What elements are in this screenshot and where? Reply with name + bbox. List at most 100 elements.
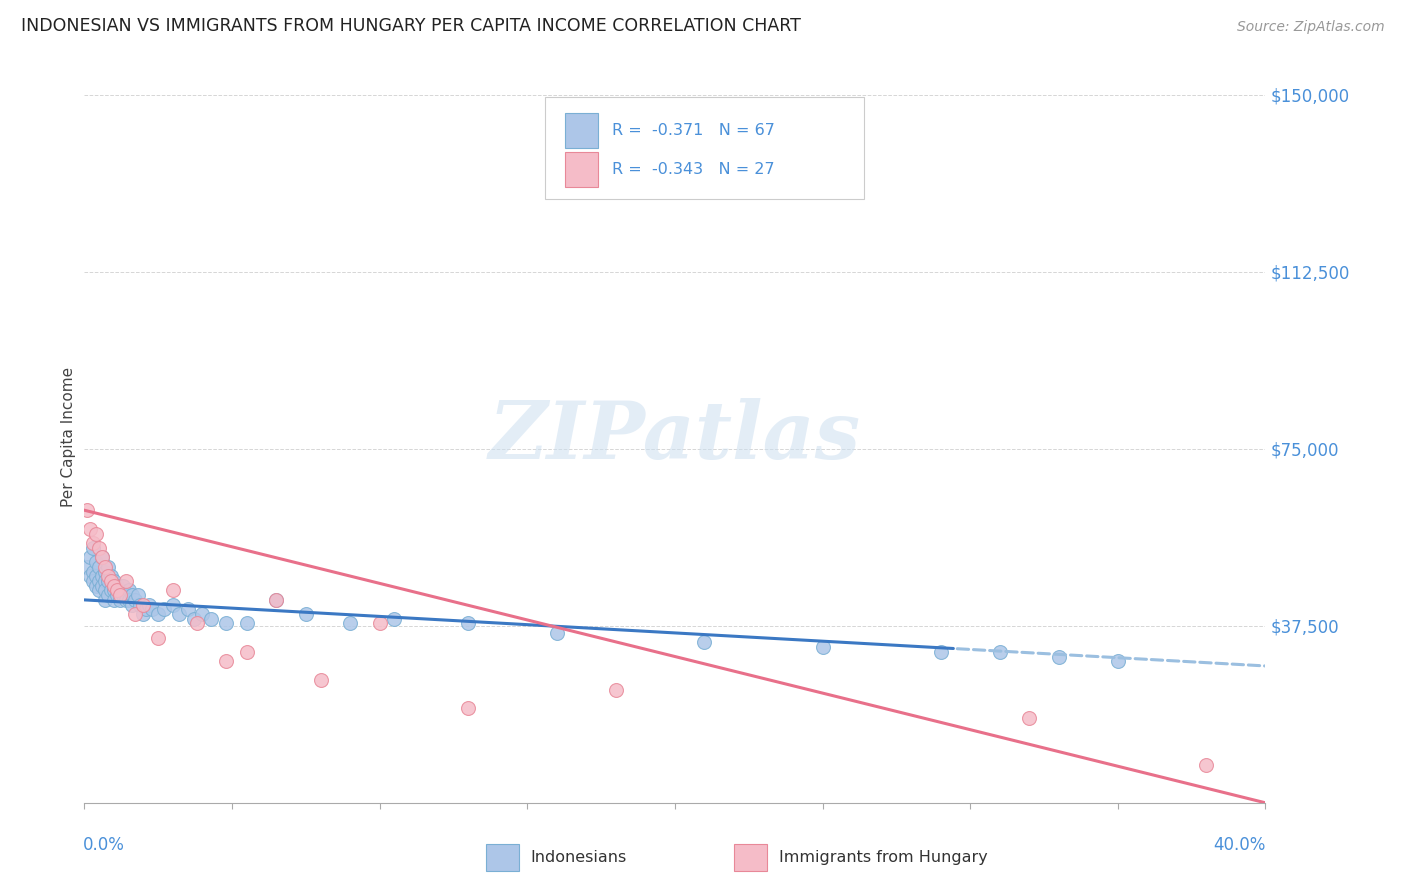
Point [121, 598, 143, 612]
Text: Source: ZipAtlas.com: Source: ZipAtlas.com [1237, 21, 1385, 34]
Point [148, 607, 170, 621]
Point [103, 579, 125, 593]
FancyBboxPatch shape [565, 113, 598, 148]
Point [97, 569, 120, 583]
Point [79, 550, 101, 565]
Point [1047, 649, 1070, 664]
Point [105, 579, 128, 593]
Point [132, 598, 155, 612]
Point [84, 555, 107, 569]
Point [103, 583, 125, 598]
Point [111, 588, 134, 602]
Point [141, 602, 163, 616]
Point [108, 588, 131, 602]
Point [91, 550, 114, 565]
Point [183, 612, 205, 626]
Point [100, 574, 122, 588]
Text: ZIPatlas: ZIPatlas [489, 399, 860, 475]
Point [368, 616, 391, 631]
FancyBboxPatch shape [486, 845, 519, 871]
Text: INDONESIAN VS IMMIGRANTS FROM HUNGARY PER CAPITA INCOME CORRELATION CHART: INDONESIAN VS IMMIGRANTS FROM HUNGARY PE… [21, 17, 801, 35]
Point [103, 574, 125, 588]
FancyBboxPatch shape [546, 97, 863, 200]
Point [1018, 711, 1040, 725]
Point [124, 593, 146, 607]
Point [811, 640, 834, 654]
Point [84, 579, 107, 593]
Point [546, 626, 568, 640]
Text: Immigrants from Hungary: Immigrants from Hungary [779, 850, 987, 865]
Point [105, 583, 128, 598]
Point [135, 602, 157, 616]
Point [121, 588, 143, 602]
Point [91, 569, 114, 583]
Point [132, 607, 155, 621]
Point [100, 569, 122, 583]
Point [114, 574, 136, 588]
Point [94, 593, 117, 607]
Point [236, 616, 259, 631]
Point [87, 559, 111, 574]
FancyBboxPatch shape [565, 152, 598, 187]
Point [138, 598, 160, 612]
Point [266, 593, 288, 607]
Point [94, 559, 117, 574]
Point [295, 607, 318, 621]
Point [82, 541, 104, 555]
Point [82, 565, 104, 579]
Point [76, 559, 98, 574]
Point [309, 673, 332, 687]
Text: 0.0%: 0.0% [83, 837, 125, 855]
Point [148, 631, 170, 645]
Point [339, 616, 361, 631]
Point [118, 593, 141, 607]
Point [79, 522, 101, 536]
Point [162, 583, 184, 598]
Point [111, 579, 134, 593]
Point [186, 616, 208, 631]
Point [82, 536, 104, 550]
FancyBboxPatch shape [734, 845, 768, 871]
Point [94, 565, 117, 579]
Point [84, 526, 107, 541]
Point [87, 541, 111, 555]
Point [215, 654, 238, 668]
Point [76, 503, 98, 517]
Point [988, 645, 1011, 659]
Point [97, 559, 120, 574]
Point [114, 593, 136, 607]
Point [177, 602, 200, 616]
Text: Indonesians: Indonesians [531, 850, 627, 865]
Point [79, 569, 101, 583]
Point [124, 607, 146, 621]
Point [103, 593, 125, 607]
Point [191, 607, 214, 621]
Point [108, 593, 131, 607]
Point [97, 574, 120, 588]
Point [693, 635, 716, 649]
Point [105, 588, 128, 602]
Point [1107, 654, 1129, 668]
Point [97, 588, 120, 602]
Point [100, 583, 122, 598]
Point [108, 583, 131, 598]
Point [153, 602, 176, 616]
Point [82, 574, 104, 588]
Point [605, 682, 627, 697]
Point [129, 598, 152, 612]
Point [929, 645, 952, 659]
Point [457, 616, 479, 631]
Point [167, 607, 190, 621]
Text: R =  -0.371   N = 67: R = -0.371 N = 67 [612, 123, 775, 138]
Point [87, 583, 111, 598]
Point [94, 574, 117, 588]
Text: 40.0%: 40.0% [1213, 837, 1265, 855]
Point [118, 583, 141, 598]
Point [382, 612, 406, 626]
Point [91, 550, 114, 565]
Point [215, 616, 238, 631]
Point [127, 588, 149, 602]
Point [87, 574, 111, 588]
Point [1195, 758, 1218, 772]
Point [266, 593, 288, 607]
